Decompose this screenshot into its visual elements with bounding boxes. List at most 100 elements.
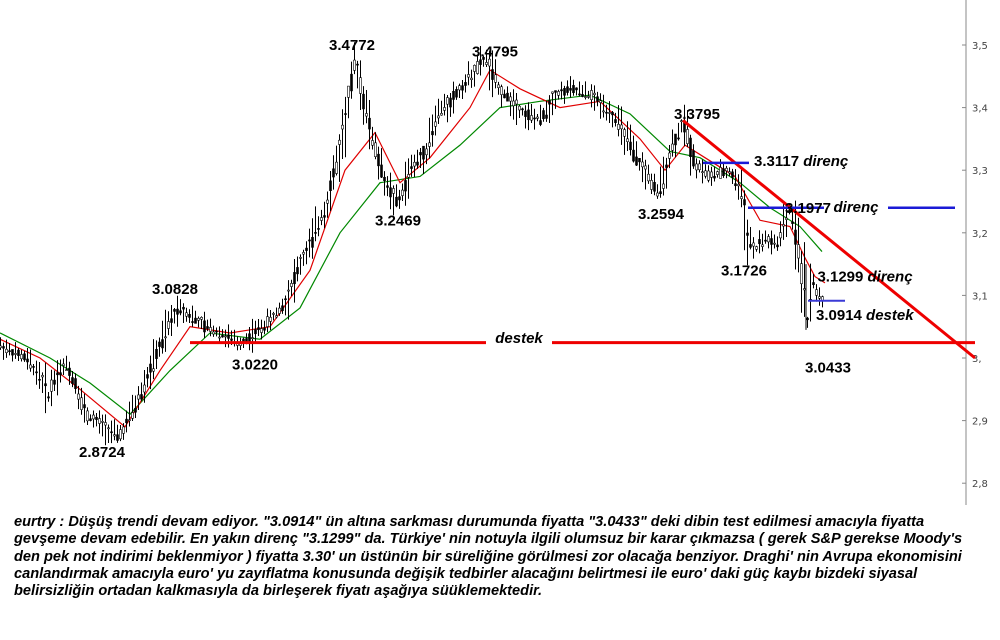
price-candle-body — [44, 383, 47, 387]
price-candle-body — [131, 412, 134, 419]
price-candle-body — [461, 85, 464, 91]
price-candle-body — [140, 394, 143, 400]
price-candle-body — [344, 113, 347, 115]
price-candle-body — [533, 117, 536, 120]
price-candle-body — [704, 170, 707, 177]
price-candle-body — [65, 369, 68, 371]
price-candle-body — [554, 90, 557, 93]
price-candle-body — [311, 237, 314, 248]
price-candle-body — [569, 88, 572, 91]
price-candle-body — [50, 379, 53, 392]
price-annotation: 3.4795 — [472, 43, 518, 60]
price-candle-body — [782, 224, 785, 227]
price-candle-body — [89, 418, 92, 421]
y-tick-label: 3,1 — [972, 291, 988, 302]
price-candle-body — [230, 338, 233, 341]
price-candle-body — [350, 73, 353, 92]
price-candle-body — [188, 314, 191, 318]
price-candle-body — [56, 372, 59, 376]
price-candle-body — [773, 242, 776, 245]
price-candle-body — [149, 363, 152, 373]
price-candle-body — [125, 418, 128, 424]
price-candle-body — [101, 421, 104, 423]
price-candle-body — [791, 221, 794, 224]
price-candle-body — [485, 62, 488, 65]
price-candle-body — [449, 97, 452, 108]
price-candle-body — [776, 244, 779, 248]
price-candle-body — [584, 96, 587, 98]
price-annotation: 3.1299 direnç — [817, 269, 913, 286]
y-tick-label: 3,3 — [972, 166, 988, 177]
price-candle-body — [275, 315, 278, 318]
price-annotation: 3.2469 — [375, 212, 421, 229]
price-candle-body — [467, 74, 470, 78]
price-candle-body — [530, 115, 533, 121]
y-tick-label: 3, — [972, 354, 982, 365]
price-candle-body — [68, 367, 71, 376]
price-candle-body — [770, 238, 773, 245]
price-candle-body — [602, 110, 605, 113]
price-candle-body — [446, 97, 449, 105]
price-candle-body — [218, 336, 221, 339]
price-candle-body — [116, 434, 119, 441]
price-candle-body — [47, 396, 50, 399]
price-candle-body — [746, 232, 749, 236]
price-candle-body — [731, 171, 734, 178]
price-candle-body — [758, 239, 761, 245]
level-label: 3.0914 destek — [816, 307, 914, 324]
price-candle-body — [377, 153, 380, 167]
price-candle-body — [518, 105, 521, 111]
price-candle-body — [434, 121, 437, 127]
price-candle-body — [542, 110, 545, 120]
price-candle-body — [614, 119, 617, 123]
price-candle-body — [182, 306, 185, 310]
price-candle-body — [527, 109, 530, 121]
price-candle-body — [698, 163, 701, 171]
price-candle-body — [353, 59, 356, 71]
price-candle-body — [287, 289, 290, 292]
price-candle-body — [317, 228, 320, 230]
price-candle-body — [332, 168, 335, 178]
price-candle-body — [512, 100, 515, 107]
ma-fast-layer — [0, 69, 826, 428]
price-candle-body — [368, 117, 371, 130]
level-label: 3.3117 direnç — [754, 153, 849, 170]
price-candle-body — [374, 142, 377, 157]
price-candle-body — [227, 334, 230, 339]
price-candle-body — [365, 113, 368, 117]
price-candle-body — [560, 89, 563, 92]
price-candle-body — [557, 91, 560, 96]
price-candle-body — [500, 86, 503, 95]
price-layer — [0, 42, 824, 446]
ma-fast-line — [0, 69, 826, 428]
price-candle-body — [14, 353, 17, 355]
y-tick-label: 2,9 — [972, 417, 988, 428]
price-candle-body — [299, 257, 302, 259]
price-candle-body — [152, 368, 155, 372]
price-candle-body — [425, 148, 428, 156]
price-candle-body — [566, 86, 569, 93]
price-candle-body — [662, 183, 665, 189]
price-candle-body — [626, 138, 629, 142]
price-annotation: 3.1726 — [721, 262, 767, 279]
price-candle-body — [5, 348, 8, 353]
price-candle-body — [422, 145, 425, 160]
price-candle-body — [179, 310, 182, 314]
price-candle-body — [59, 372, 62, 376]
price-candle-body — [98, 418, 101, 424]
price-candle-body — [764, 239, 767, 242]
price-annotation: 3.0433 — [805, 359, 851, 376]
price-candle-body — [605, 111, 608, 114]
price-candle-body — [266, 316, 269, 327]
price-candle-body — [197, 317, 200, 321]
price-candle-body — [380, 164, 383, 178]
price-candle-body — [95, 416, 98, 420]
price-annotation: 3.0828 — [152, 281, 198, 298]
price-candle-body — [599, 100, 602, 103]
price-candle-body — [110, 431, 113, 434]
price-candle-body — [8, 350, 11, 352]
price-candle-body — [686, 129, 689, 144]
price-candle-body — [749, 244, 752, 248]
price-candle-body — [224, 335, 227, 338]
price-candle-body — [587, 96, 590, 98]
